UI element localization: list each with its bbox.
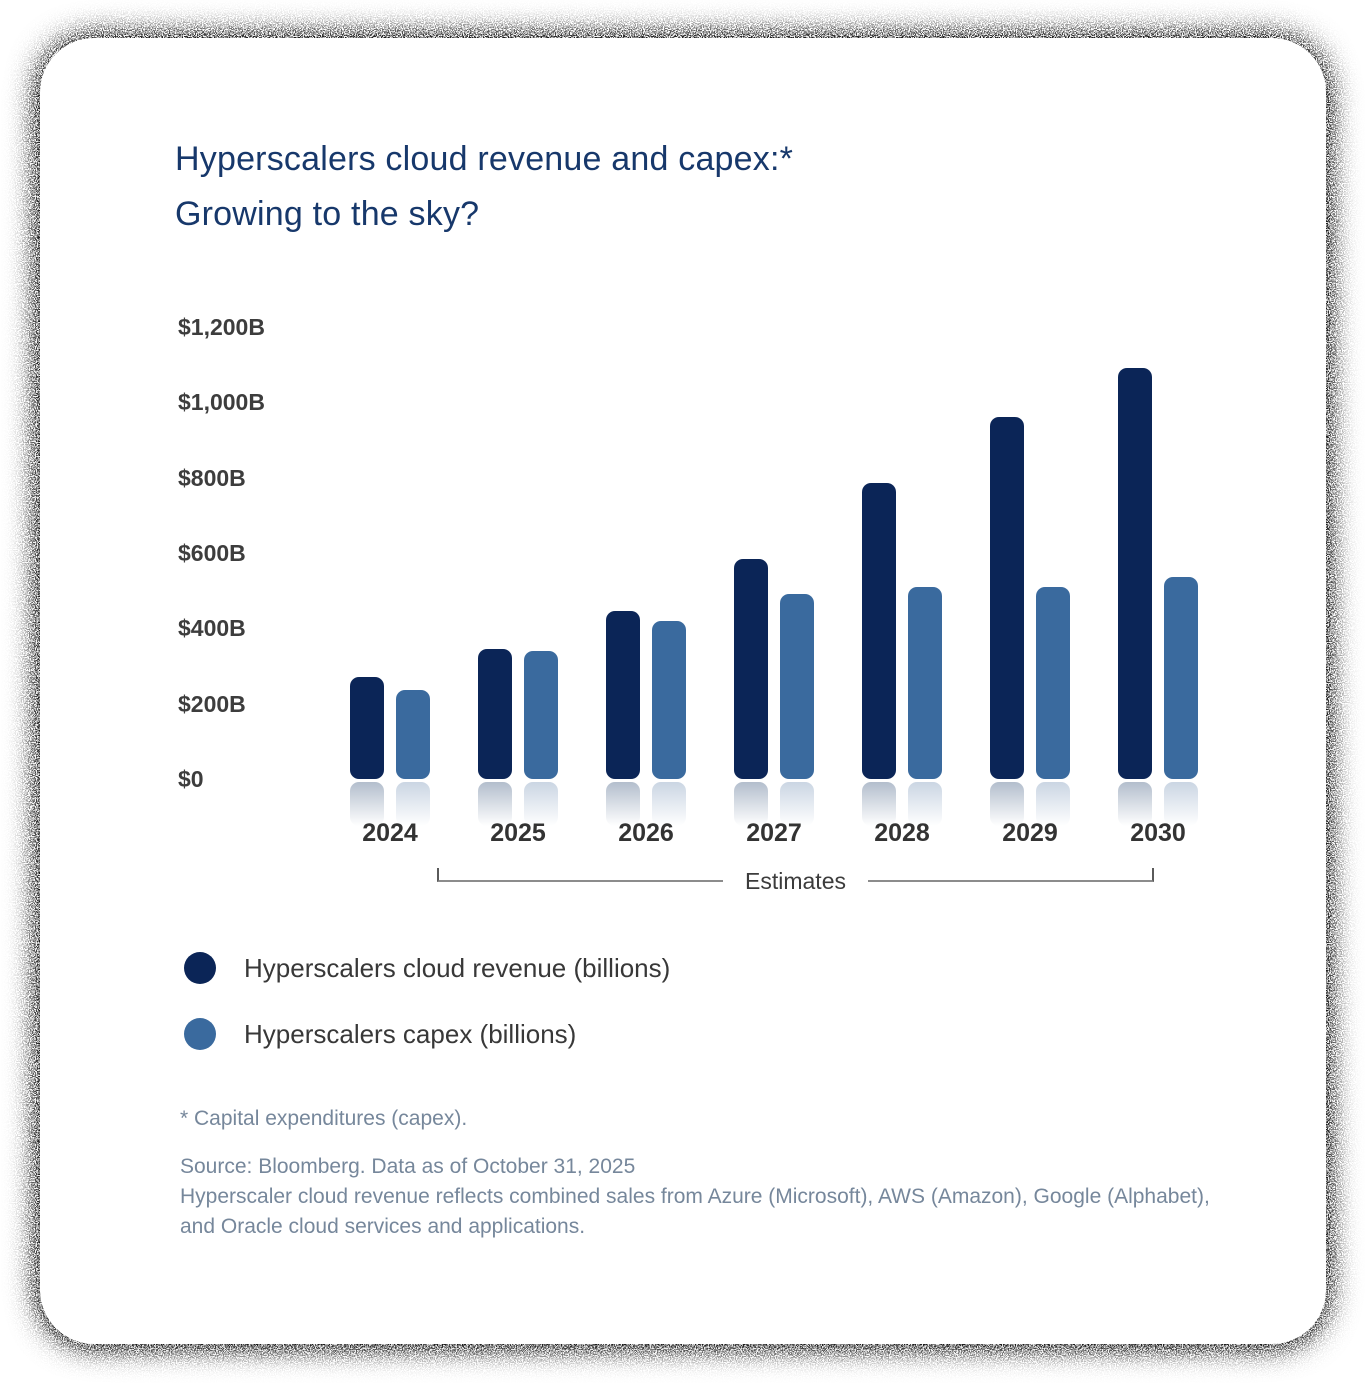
legend-label-capex: Hyperscalers capex (billions) [244, 1018, 577, 1049]
bar-capex-2026 [652, 620, 686, 779]
bar-capex-2029 [1036, 586, 1070, 779]
bar-reflection-capex-2024 [396, 782, 430, 826]
footnote-methodology: Hyperscaler cloud revenue reflects combi… [180, 1185, 1210, 1238]
bar-revenue-2027 [734, 558, 768, 779]
bar-reflection-revenue-2026 [606, 782, 640, 826]
y-axis-tick-label: $400B [178, 615, 246, 642]
chart-card: Hyperscalers cloud revenue and capex:* G… [40, 38, 1326, 1344]
bar-revenue-2025 [478, 649, 512, 779]
y-axis-tick-label: $200B [178, 690, 246, 717]
legend-label-revenue: Hyperscalers cloud revenue (billions) [244, 952, 671, 983]
bar-capex-2025 [524, 650, 558, 779]
capex-swatch-icon [184, 1018, 216, 1050]
x-axis-label-2025: 2025 [490, 819, 546, 847]
y-axis-tick-label: $1,200B [178, 314, 265, 341]
bar-reflection-revenue-2025 [478, 782, 512, 826]
bar-capex-2024 [396, 690, 430, 779]
bar-reflection-capex-2029 [1036, 782, 1070, 826]
legend-item-capex: Hyperscalers capex (billions) [184, 1016, 670, 1052]
y-axis-tick-label: $0 [178, 766, 204, 792]
bar-reflection-revenue-2024 [350, 782, 384, 826]
bracket-line-left [437, 868, 724, 882]
bar-reflection-revenue-2030 [1118, 782, 1152, 826]
bar-reflection-revenue-2028 [862, 782, 896, 826]
x-axis-label-2029: 2029 [1002, 819, 1058, 847]
bar-revenue-2030 [1118, 368, 1152, 779]
bar-reflection-capex-2026 [652, 782, 686, 826]
x-axis-label-2028: 2028 [874, 819, 930, 847]
footnotes: * Capital expenditures (capex). Source: … [180, 1106, 1240, 1242]
bar-revenue-2028 [862, 483, 896, 779]
revenue-swatch-icon [184, 952, 216, 984]
x-axis-label-2027: 2027 [746, 819, 802, 847]
x-axis-label-2026: 2026 [618, 819, 674, 847]
bar-reflection-capex-2028 [908, 782, 942, 826]
x-axis-label-2024: 2024 [362, 819, 418, 847]
bar-capex-2027 [780, 594, 814, 779]
x-axis-label-2030: 2030 [1130, 819, 1186, 847]
bar-reflection-capex-2030 [1164, 782, 1198, 826]
bracket-line-right [868, 868, 1155, 882]
bar-revenue-2026 [606, 611, 640, 779]
y-axis-tick-label: $800B [178, 464, 246, 491]
bar-reflection-revenue-2027 [734, 782, 768, 826]
bar-capex-2030 [1164, 577, 1198, 779]
bar-reflection-capex-2027 [780, 782, 814, 826]
y-axis-tick-label: $600B [178, 540, 246, 566]
bar-chart: $1,200B $1,000B $800B $600B $400B $200B $0 202… [40, 38, 1326, 1344]
bar-reflection-capex-2025 [524, 782, 558, 826]
y-axis-tick-label: $1,000B [178, 389, 265, 416]
footnote-capex-definition: * Capital expenditures (capex). [180, 1107, 468, 1130]
footnote-source: Source: Bloomberg. Data as of October 31… [180, 1155, 636, 1178]
legend-item-revenue: Hyperscalers cloud revenue (billions) [184, 950, 670, 986]
chart-title: Hyperscalers cloud revenue and capex:* G… [175, 140, 794, 233]
estimates-bracket: Estimates [437, 868, 1155, 893]
legend: Hyperscalers cloud revenue (billions) Hy… [184, 950, 670, 1082]
bar-revenue-2029 [990, 417, 1024, 779]
estimates-label: Estimates [745, 868, 846, 894]
bar-capex-2028 [908, 586, 942, 779]
bar-revenue-2024 [350, 677, 384, 779]
bar-reflection-revenue-2029 [990, 782, 1024, 826]
